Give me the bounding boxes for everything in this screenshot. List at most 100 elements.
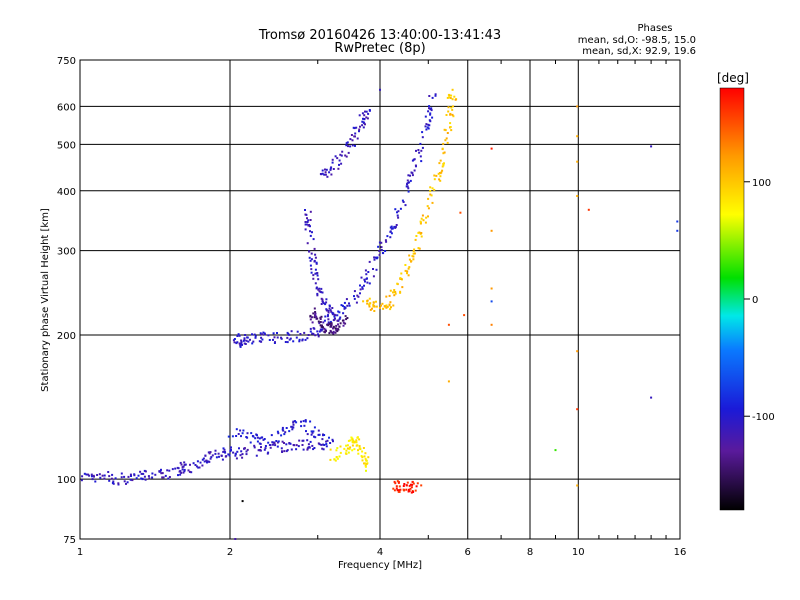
data-point bbox=[389, 236, 392, 239]
data-point bbox=[449, 113, 452, 116]
data-point bbox=[359, 284, 361, 287]
data-point bbox=[309, 330, 312, 333]
data-point bbox=[397, 481, 400, 484]
data-point bbox=[309, 230, 311, 233]
data-point bbox=[428, 95, 431, 97]
data-point bbox=[91, 475, 93, 478]
data-point bbox=[326, 439, 329, 442]
data-point bbox=[348, 304, 351, 307]
data-point bbox=[120, 476, 123, 479]
data-point bbox=[221, 458, 224, 461]
data-point bbox=[218, 455, 220, 458]
data-point bbox=[442, 164, 445, 167]
data-point bbox=[576, 484, 579, 487]
data-point bbox=[447, 106, 450, 109]
data-point bbox=[324, 168, 326, 171]
data-point bbox=[201, 464, 204, 467]
data-point bbox=[413, 169, 416, 172]
data-point bbox=[258, 442, 261, 445]
data-point bbox=[407, 190, 410, 193]
data-point bbox=[258, 340, 261, 343]
data-point bbox=[325, 329, 327, 332]
data-point bbox=[348, 448, 351, 451]
data-point bbox=[329, 309, 332, 312]
data-point bbox=[342, 324, 345, 327]
data-point bbox=[361, 286, 364, 289]
data-point bbox=[268, 339, 271, 341]
data-point bbox=[431, 116, 434, 119]
data-point bbox=[204, 454, 207, 457]
data-point bbox=[261, 333, 263, 336]
data-point bbox=[378, 253, 381, 256]
data-point bbox=[277, 432, 280, 435]
grid-lines bbox=[79, 59, 681, 540]
data-point bbox=[650, 396, 653, 399]
data-point bbox=[304, 419, 307, 422]
data-point bbox=[81, 475, 84, 478]
data-point bbox=[310, 258, 313, 261]
data-point bbox=[361, 287, 364, 290]
data-point bbox=[373, 256, 376, 259]
data-point bbox=[339, 451, 342, 454]
data-point bbox=[329, 442, 332, 444]
data-point bbox=[324, 303, 327, 306]
data-point bbox=[315, 261, 318, 264]
data-point bbox=[442, 142, 445, 145]
data-point bbox=[412, 255, 415, 258]
data-point bbox=[450, 106, 453, 109]
data-point bbox=[111, 482, 114, 484]
data-point bbox=[357, 449, 359, 452]
data-point bbox=[379, 88, 381, 91]
data-point bbox=[421, 214, 424, 217]
data-point bbox=[444, 139, 447, 142]
data-point bbox=[325, 445, 328, 448]
data-point bbox=[357, 295, 360, 298]
data-point bbox=[245, 450, 248, 453]
data-point bbox=[272, 332, 275, 335]
data-point bbox=[344, 452, 347, 455]
data-point bbox=[129, 478, 132, 481]
data-point bbox=[335, 324, 338, 327]
data-point bbox=[331, 311, 334, 314]
data-point bbox=[395, 485, 398, 488]
data-point bbox=[245, 453, 248, 456]
data-point bbox=[327, 309, 330, 312]
data-point bbox=[215, 456, 218, 459]
data-point bbox=[351, 144, 354, 147]
data-point bbox=[393, 291, 396, 294]
data-point bbox=[445, 137, 448, 140]
data-point bbox=[576, 160, 579, 163]
data-point bbox=[412, 250, 415, 253]
data-point bbox=[406, 481, 409, 484]
data-point bbox=[450, 94, 453, 97]
data-point bbox=[147, 475, 150, 478]
data-point bbox=[280, 336, 282, 339]
data-point bbox=[341, 319, 344, 322]
data-point bbox=[380, 246, 383, 249]
data-point bbox=[286, 331, 289, 334]
data-point bbox=[253, 333, 256, 336]
data-point bbox=[363, 118, 366, 121]
data-point bbox=[308, 256, 311, 259]
x-tick-label: 16 bbox=[674, 547, 687, 558]
data-point bbox=[676, 220, 679, 223]
data-point bbox=[189, 463, 191, 466]
data-point bbox=[319, 324, 322, 327]
data-point bbox=[267, 334, 270, 337]
data-point bbox=[332, 327, 334, 330]
data-point bbox=[329, 329, 332, 332]
data-point bbox=[131, 479, 134, 482]
data-point bbox=[339, 445, 342, 448]
data-point bbox=[120, 472, 123, 475]
data-point bbox=[368, 302, 371, 305]
x-tick-label: 10 bbox=[572, 547, 585, 558]
data-point bbox=[452, 105, 454, 108]
data-point bbox=[260, 336, 263, 339]
data-point bbox=[451, 88, 454, 91]
x-tick-label: 8 bbox=[527, 547, 533, 558]
data-point bbox=[328, 304, 331, 307]
data-point bbox=[375, 305, 378, 308]
data-point bbox=[330, 325, 333, 328]
data-point bbox=[355, 301, 358, 304]
data-point bbox=[161, 472, 164, 475]
